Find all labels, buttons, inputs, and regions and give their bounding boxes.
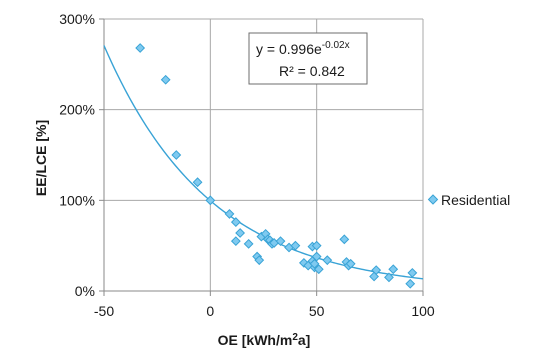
y-axis-title: EE/LCE [%]	[33, 120, 49, 196]
data-point	[243, 238, 254, 249]
x-tick-label: 50	[309, 303, 325, 319]
data-point	[345, 258, 356, 269]
x-axis-title-main: OE [kWh/m	[218, 332, 293, 348]
data-point	[309, 258, 320, 269]
data-point	[371, 265, 382, 276]
axes	[103, 19, 423, 292]
x-axis-title: OE [kWh/m2a]	[218, 332, 311, 348]
data-point	[192, 177, 203, 188]
legend: Residential	[427, 192, 510, 208]
x-axis-ticks: -50 0 50 100	[94, 291, 435, 319]
data-point	[254, 255, 265, 266]
data-point	[224, 209, 235, 219]
data-point	[171, 150, 182, 160]
data-point	[313, 264, 324, 275]
data-point	[369, 271, 379, 282]
y-tick-label: 0%	[75, 283, 95, 299]
data-point	[405, 278, 416, 289]
equation-box: y = 0.996e-0.02x R² = 0.842	[248, 32, 368, 85]
equation-text: y = 0.996e-0.02x	[256, 40, 350, 57]
data-point	[322, 255, 333, 266]
data-point	[384, 272, 394, 283]
data-point	[160, 74, 171, 85]
y-tick-label: 300%	[59, 11, 95, 27]
data-point	[275, 236, 286, 247]
data-point	[205, 195, 216, 206]
legend-label-residential: Residential	[441, 192, 510, 208]
x-axis-title-end: a]	[298, 332, 310, 348]
x-tick-label: 100	[411, 303, 435, 319]
data-point	[388, 264, 399, 275]
legend-marker-residential	[427, 194, 439, 205]
y-axis-ticks: 0% 100% 200% 300%	[59, 11, 104, 299]
data-point	[290, 240, 301, 251]
data-points	[135, 43, 418, 289]
data-point	[311, 240, 322, 251]
x-tick-label: 0	[206, 303, 214, 319]
data-point	[311, 251, 322, 262]
data-point	[339, 234, 350, 245]
data-point	[230, 217, 241, 228]
x-axis-title-sup: 2	[292, 332, 298, 343]
data-point	[230, 236, 241, 247]
y-tick-label: 200%	[59, 102, 95, 118]
data-point	[407, 267, 418, 278]
data-point	[235, 228, 246, 238]
data-point	[135, 43, 146, 53]
x-tick-label: -50	[94, 303, 114, 319]
r-squared-text: R² = 0.842	[279, 63, 345, 79]
y-tick-label: 100%	[59, 192, 95, 208]
